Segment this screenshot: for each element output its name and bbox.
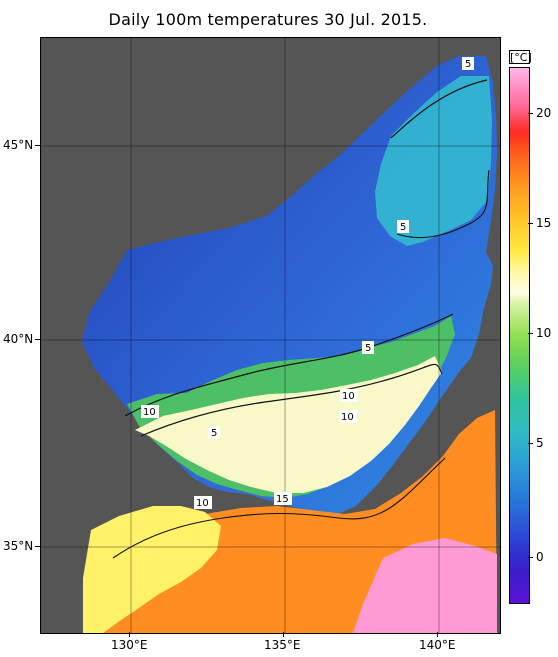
colorbar-label-15: 15 bbox=[536, 216, 552, 230]
y-tick-mark-45 bbox=[35, 145, 40, 146]
colorbar-tick-5 bbox=[528, 443, 533, 444]
x-tick-label-130: 130°E bbox=[111, 638, 148, 652]
svg-text:15: 15 bbox=[276, 494, 289, 505]
ocean-map: 5 5 5 10 10 10 5 10 bbox=[41, 38, 500, 633]
map-panel: 5 5 5 10 10 10 5 10 bbox=[40, 37, 501, 634]
y-tick-label-45: 45°N bbox=[3, 138, 34, 152]
colorbar-label-20: 20 bbox=[536, 106, 552, 120]
colorbar-tick-15 bbox=[528, 223, 533, 224]
svg-text:5: 5 bbox=[211, 428, 217, 439]
svg-text:10: 10 bbox=[196, 498, 209, 509]
contour-label-1: 5 bbox=[462, 57, 474, 70]
svg-text:5: 5 bbox=[400, 222, 406, 233]
contour-line-5 bbox=[112, 457, 446, 559]
colorbar-tick-10 bbox=[528, 333, 533, 334]
sea-hot-southwest bbox=[83, 506, 221, 633]
x-tick-label-135: 135°E bbox=[264, 638, 301, 652]
x-tick-mark-140 bbox=[437, 632, 438, 637]
x-tick-label-140: 140°E bbox=[419, 638, 456, 652]
contour-label-6: 10 bbox=[141, 405, 159, 418]
contour-line-3 bbox=[390, 79, 488, 139]
contour-line-4 bbox=[396, 169, 490, 239]
svg-text:5: 5 bbox=[465, 59, 471, 70]
y-tick-label-40: 40°N bbox=[3, 332, 34, 346]
sea-hottest-se bbox=[353, 538, 497, 633]
sea-cool-band-north bbox=[375, 76, 492, 246]
colorbar-tick-0 bbox=[528, 557, 533, 558]
sea-warm-inner bbox=[135, 356, 442, 493]
svg-text:10: 10 bbox=[341, 412, 354, 423]
colorbar-label-5: 5 bbox=[536, 436, 544, 450]
svg-text:5: 5 bbox=[365, 343, 371, 354]
colorbar-label-0: 0 bbox=[536, 550, 544, 564]
contour-label-7: 5 bbox=[208, 426, 220, 439]
contour-label-8: 10 bbox=[194, 496, 212, 509]
colorbar-label-10: 10 bbox=[536, 326, 552, 340]
svg-text:10: 10 bbox=[342, 391, 355, 402]
contour-label-2: 5 bbox=[397, 220, 409, 233]
contour-line-2 bbox=[140, 363, 443, 437]
contour-line-1 bbox=[124, 313, 454, 417]
contour-label-9: 15 bbox=[274, 492, 292, 505]
y-tick-label-35: 35°N bbox=[3, 539, 34, 553]
y-tick-mark-35 bbox=[35, 546, 40, 547]
x-tick-mark-130 bbox=[129, 632, 130, 637]
x-tick-mark-135 bbox=[283, 632, 284, 637]
temperature-colorbar bbox=[509, 67, 530, 604]
colorbar-tick-20 bbox=[528, 113, 533, 114]
y-tick-mark-40 bbox=[35, 339, 40, 340]
contour-label-3: 5 bbox=[362, 341, 374, 354]
svg-text:10: 10 bbox=[143, 407, 156, 418]
colorbar-unit: [°C] bbox=[509, 50, 532, 64]
contour-label-4: 10 bbox=[340, 389, 358, 402]
chart-title: Daily 100m temperatures 30 Jul. 2015. bbox=[108, 10, 428, 29]
contour-label-5: 10 bbox=[339, 410, 357, 423]
